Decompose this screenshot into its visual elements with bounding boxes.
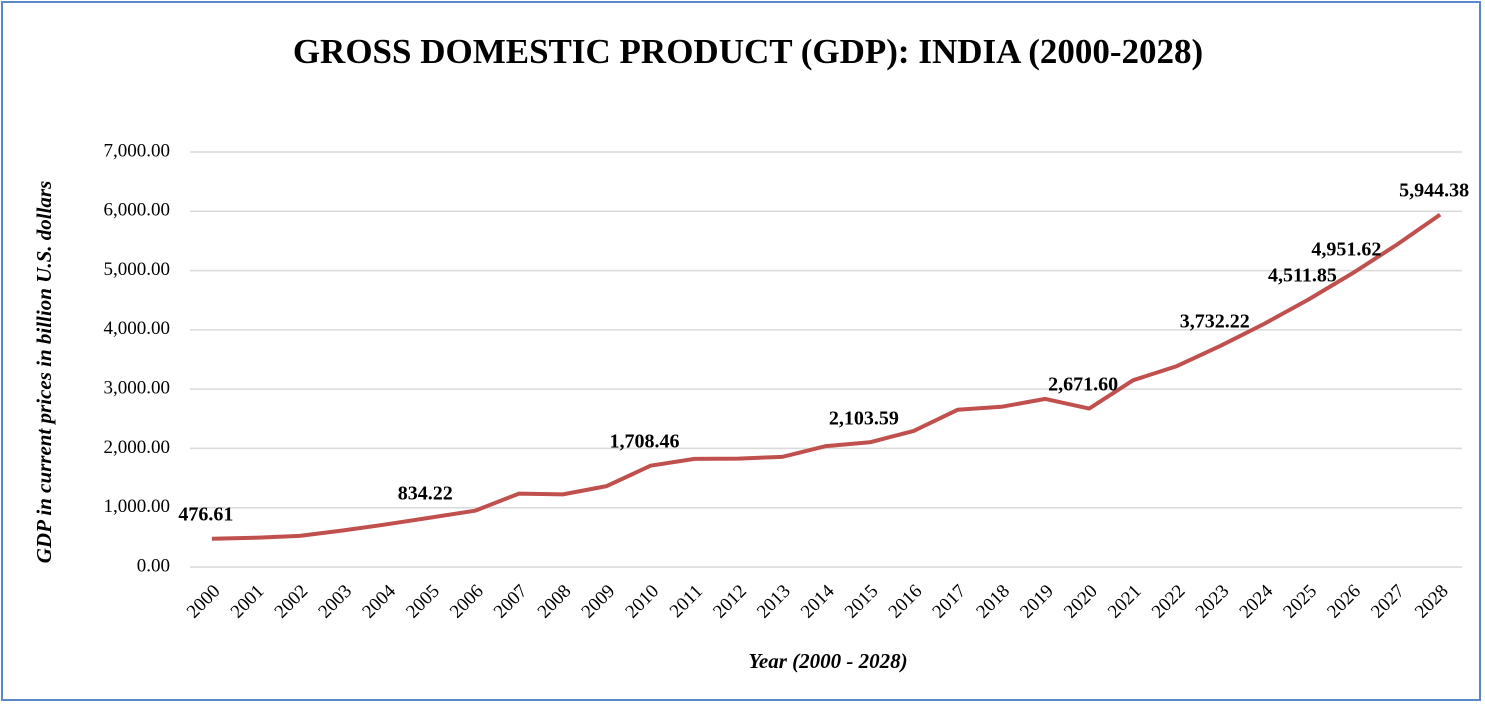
x-tick-label: 2007: [490, 581, 532, 623]
y-tick-label: 1,000.00: [104, 496, 171, 517]
data-label: 2,671.60: [1048, 374, 1118, 396]
x-tick-label: 2002: [271, 581, 313, 623]
y-tick-label: 3,000.00: [104, 378, 171, 399]
x-tick-label: 2010: [621, 581, 663, 623]
x-tick-label: 2015: [841, 581, 883, 623]
data-label: 3,732.22: [1180, 311, 1250, 333]
x-tick-label: 2019: [1016, 581, 1058, 623]
x-tick-label: 2023: [1192, 581, 1234, 623]
x-tick-label: 2022: [1148, 581, 1190, 623]
x-tick-label: 2009: [578, 581, 620, 623]
y-tick-label: 7,000.00: [104, 140, 171, 161]
x-tick-label: 2016: [885, 581, 927, 623]
data-label: 4,951.62: [1311, 238, 1381, 260]
x-tick-label: 2027: [1367, 581, 1409, 623]
x-tick-label: 2012: [709, 581, 751, 623]
x-tick-label: 2001: [227, 581, 269, 623]
x-tick-label: 2006: [446, 581, 488, 623]
data-label: 476.61: [178, 504, 233, 526]
data-label: 834.22: [398, 483, 453, 505]
y-tick-label: 5,000.00: [104, 259, 171, 280]
x-tick-label: 2013: [753, 581, 795, 623]
x-tick-label: 2014: [797, 580, 839, 622]
y-tick-label: 4,000.00: [104, 318, 171, 339]
y-axis-label: GDP in current prices in billion U.S. do…: [32, 181, 56, 564]
chart-title: GROSS DOMESTIC PRODUCT (GDP): INDIA (200…: [293, 32, 1203, 71]
x-tick-label: 2026: [1323, 581, 1365, 623]
x-axis-label: Year (2000 - 2028): [748, 649, 907, 673]
x-tick-label: 2024: [1236, 580, 1278, 622]
x-tick-label: 2017: [928, 581, 970, 623]
x-tick-label: 2028: [1411, 581, 1453, 623]
data-label: 4,511.85: [1268, 265, 1337, 287]
data-label: 1,708.46: [610, 431, 680, 453]
x-tick-label: 2011: [666, 581, 707, 622]
y-tick-label: 6,000.00: [104, 200, 171, 221]
x-tick-label: 2003: [314, 581, 356, 623]
x-tick-label: 2018: [972, 581, 1014, 623]
data-line: [211, 212, 1442, 541]
y-tick-label: 2,000.00: [104, 437, 171, 458]
x-tick-label: 2004: [358, 580, 400, 622]
data-label: 2,103.59: [829, 407, 899, 429]
data-label: 5,944.38: [1399, 180, 1469, 202]
x-tick-label: 2008: [534, 581, 576, 623]
x-tick-label: 2020: [1060, 581, 1102, 623]
x-tick-label: 2021: [1104, 581, 1146, 623]
x-tick-label: 2000: [183, 581, 225, 623]
x-tick-label: 2005: [402, 581, 444, 623]
x-tick-label: 2025: [1279, 581, 1321, 623]
y-tick-label: 0.00: [137, 555, 170, 576]
